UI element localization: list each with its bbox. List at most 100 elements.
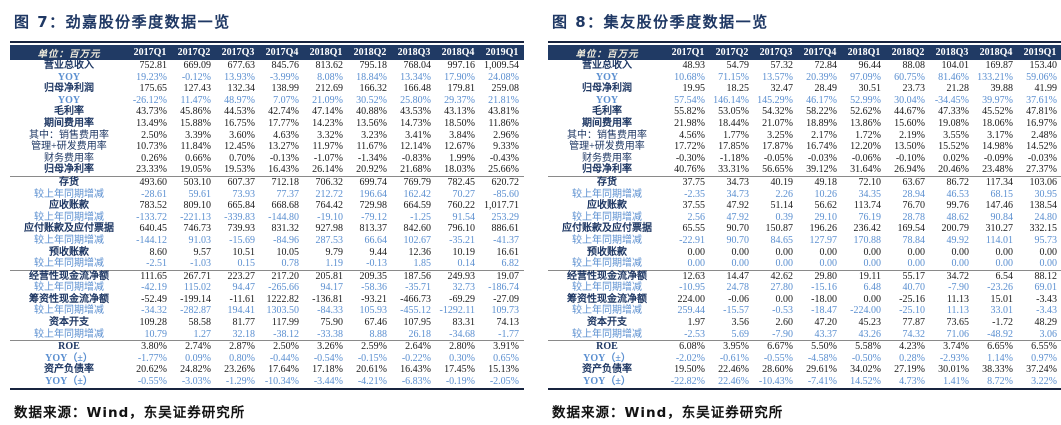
value-cell: -0.55% xyxy=(763,352,793,364)
value-cell: 0.97% xyxy=(1031,352,1057,364)
value-cell: 103.06 xyxy=(1029,176,1058,188)
value-cell: 0.00 xyxy=(863,293,882,305)
table-row: 资本开支 109.28 58.58 81.77 117.99 75.90 67.46 107.… xyxy=(10,317,524,329)
value-cell: 113.74 xyxy=(853,200,881,212)
value-cell: -79.12 xyxy=(361,211,387,223)
value-cell: 17.90% xyxy=(444,71,475,83)
value-cell: 12.36 xyxy=(408,246,432,258)
value-cell: 0.70% xyxy=(229,152,255,164)
value-cell: 170.88 xyxy=(853,234,882,246)
value-cell: -0.61% xyxy=(719,352,749,364)
value-cell: 8.72% xyxy=(974,376,1018,390)
value-cell: 5.50% xyxy=(811,341,837,353)
row-label: ROE xyxy=(58,341,80,353)
value-cell: 138.54 xyxy=(1029,200,1058,212)
row-label: YOY（±） xyxy=(583,352,631,364)
value-cell: 3.84% xyxy=(449,129,475,141)
value-cell: 20.92% xyxy=(348,164,392,177)
row-label: 较上年同期增减 xyxy=(34,211,104,223)
value-cell: 96.44 xyxy=(858,60,882,71)
value-cell: 0.39 xyxy=(775,211,794,223)
table-row: 经营性现金流净额 111.65 267.71 223.27 217.20 205.81 20… xyxy=(10,270,524,282)
value-cell: 259.08 xyxy=(491,83,520,95)
value-cell: 1.85 xyxy=(392,258,436,271)
row-label: 期间费用率 xyxy=(582,117,632,129)
value-cell: -1.03 xyxy=(172,258,216,271)
value-cell: 73.93 xyxy=(232,188,256,200)
value-cell: 59.06% xyxy=(1026,71,1057,83)
value-cell: 267.71 xyxy=(183,270,212,282)
column-header: 2018Q2 xyxy=(348,45,392,60)
value-cell: 0.00 xyxy=(951,246,970,258)
value-cell: -0.12% xyxy=(181,71,211,83)
table-row: 较上年同期增减 2.56 47.92 0.39 29.10 76.19 28.78 48.62… xyxy=(548,212,1061,224)
column-header: 2017Q1 xyxy=(128,45,172,60)
value-cell: 11.84% xyxy=(180,141,211,153)
row-label: 较上年同期增减 xyxy=(34,188,104,200)
value-cell: 739.93 xyxy=(227,223,256,235)
row-label: YOY xyxy=(595,71,619,83)
value-cell: 54.32% xyxy=(762,106,793,118)
row-label: 毛利率 xyxy=(54,106,84,118)
value-cell: 34.73 xyxy=(726,188,750,200)
value-cell: 0.00 xyxy=(666,258,710,271)
value-cell: 45.86% xyxy=(180,106,211,118)
row-label: YOY（±） xyxy=(45,352,93,364)
value-cell: 43.53% xyxy=(400,106,431,118)
table-row: YOY 19.23% -0.12% 13.93% -3.99% 8.08% 18.84% 13… xyxy=(10,72,524,84)
value-cell: 769.79 xyxy=(403,176,432,188)
value-cell: 18.50% xyxy=(444,117,475,129)
value-cell: 10.51 xyxy=(232,246,256,258)
value-cell: 0.14 xyxy=(436,258,480,271)
value-cell: 927.98 xyxy=(315,223,344,235)
value-cell: 503.10 xyxy=(183,176,212,188)
table-row: 营业总收入 752.81 669.09 677.63 845.76 813.62 795.1… xyxy=(10,60,524,72)
table-row: 期间费用率 21.98% 18.44% 21.07% 18.89% 13.86% 15.60… xyxy=(548,118,1061,130)
value-cell: 69.01 xyxy=(1034,282,1058,294)
value-cell: -0.05% xyxy=(763,152,793,164)
value-cell: 253.29 xyxy=(491,211,520,223)
row-label: 财务费用率 xyxy=(44,152,94,164)
value-cell: 81.46% xyxy=(938,71,969,83)
value-cell: 127.97 xyxy=(809,234,838,246)
value-cell: 236.42 xyxy=(853,223,882,235)
value-cell: 58.22% xyxy=(806,106,837,118)
value-cell: 63.67 xyxy=(902,176,926,188)
table-row: 筹资性现金流净额 -52.49 -199.14 -11.61 1222.82 -136.8… xyxy=(10,294,524,306)
value-cell: 10.73% xyxy=(136,141,167,153)
value-cell: -23.26 xyxy=(987,282,1013,294)
value-cell: -2.05% xyxy=(480,376,524,390)
value-cell: 52.62% xyxy=(850,106,881,118)
value-cell: -3.44% xyxy=(304,376,348,390)
column-header: 2018Q1 xyxy=(842,45,886,60)
row-label: 归母净利润 xyxy=(44,83,94,95)
value-cell: 45.52% xyxy=(982,106,1013,118)
value-cell: 37.55 xyxy=(682,200,706,212)
value-cell: 57.54% xyxy=(674,94,705,106)
value-cell: 95.73 xyxy=(1034,234,1058,246)
value-cell: 65.55 xyxy=(682,223,706,235)
value-cell: 2.26 xyxy=(775,188,794,200)
row-label: 经营性现金流净额 xyxy=(29,270,109,282)
table-row: 其中：销售费用率 2.50% 3.39% 3.60% 4.63% 3.32% 3.23% 3.… xyxy=(10,130,524,142)
value-cell: 0.09% xyxy=(185,352,211,364)
value-cell: 16.97% xyxy=(1026,117,1057,129)
value-cell: 2.48% xyxy=(1031,129,1057,141)
value-cell: 10.68% xyxy=(674,71,705,83)
value-cell: 15.60% xyxy=(894,117,925,129)
value-cell: 2.19% xyxy=(899,129,925,141)
value-cell: -0.10% xyxy=(895,152,925,164)
value-cell: 11.13 xyxy=(946,305,969,317)
value-cell: 782.45 xyxy=(447,176,476,188)
value-cell: -1.07% xyxy=(313,152,343,164)
value-cell: 60.75% xyxy=(894,71,925,83)
value-cell: 845.76 xyxy=(271,60,300,71)
value-cell: 20.61% xyxy=(356,364,387,376)
value-cell: 40.76% xyxy=(666,164,710,177)
value-cell: 132.34 xyxy=(227,83,256,95)
value-cell: 48.29 xyxy=(1034,317,1058,329)
value-cell: 13.34% xyxy=(400,71,431,83)
value-cell: 52.99% xyxy=(850,94,881,106)
row-label: 较上年同期增减 xyxy=(10,258,128,271)
value-cell: 14.52% xyxy=(842,376,886,390)
